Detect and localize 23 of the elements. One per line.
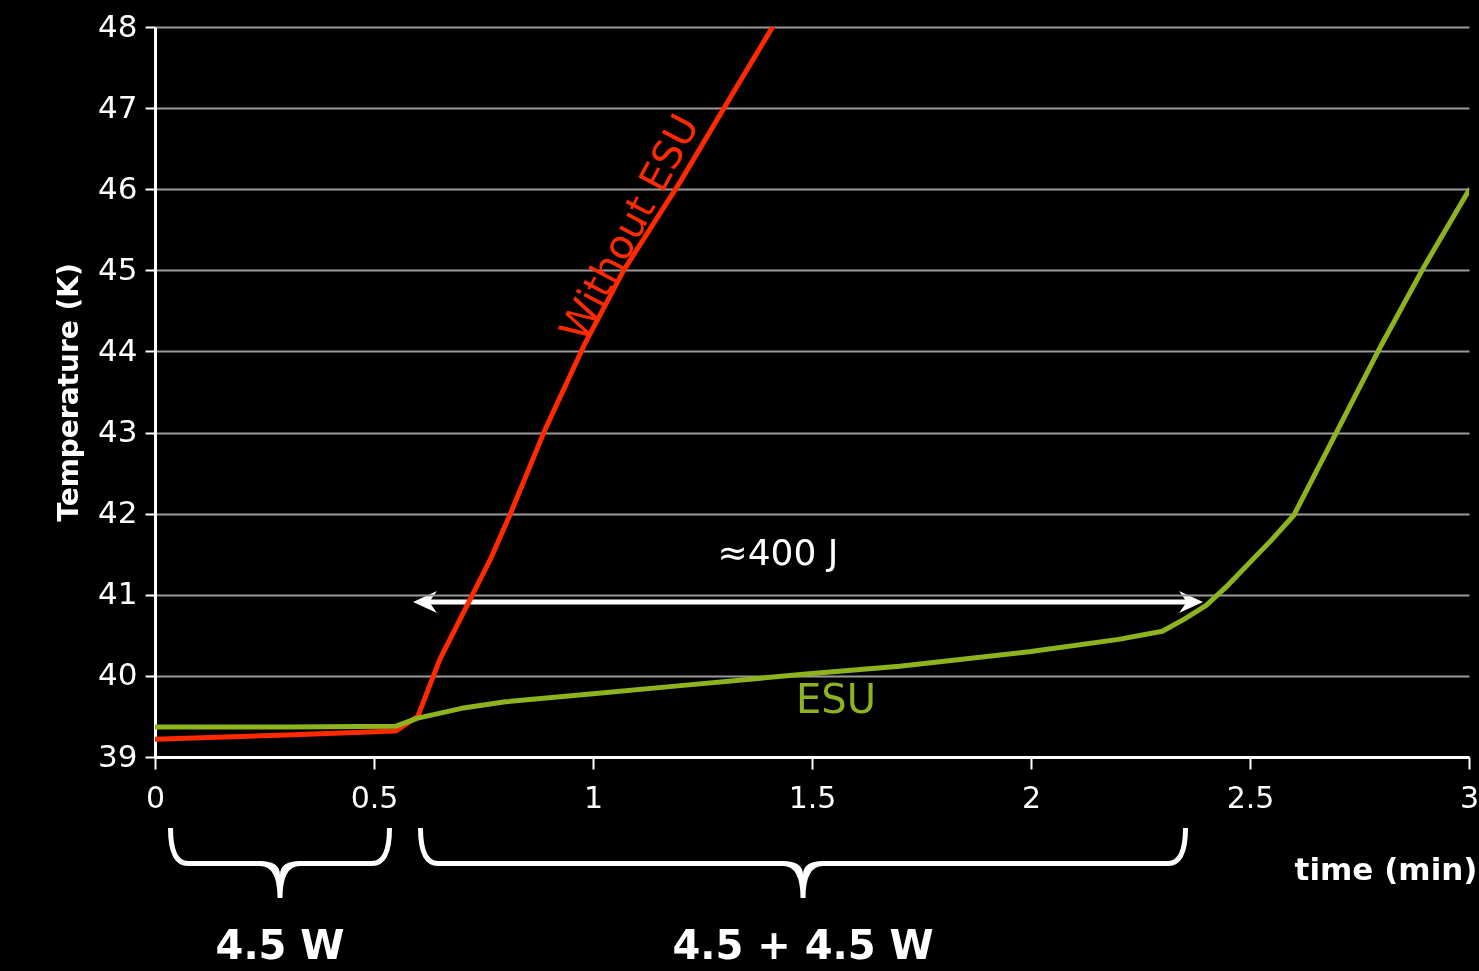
y-tick-label: 48 [98, 7, 138, 44]
y-tick-label: 46 [98, 169, 138, 206]
x-tick-label: 1 [583, 779, 604, 815]
x-tick-label: 2.5 [1226, 779, 1275, 815]
text: 4.5 + 4.5 W [672, 922, 934, 968]
annotation: ≈400 J [717, 532, 839, 573]
y-tick-label: 44 [98, 331, 138, 368]
series-label: ESU [796, 676, 876, 723]
y-tick-label: 47 [98, 88, 138, 125]
x-tick-label: 3 [1459, 779, 1479, 815]
x-axis-title: time (min) [1294, 850, 1478, 887]
x-tick-label: 2 [1021, 779, 1042, 815]
y-tick-label: 43 [98, 413, 138, 450]
y-tick-label: 41 [98, 575, 138, 612]
y-tick-label: 39 [98, 737, 138, 774]
y-tick-label: 45 [98, 250, 138, 287]
x-tick-label: 0 [145, 779, 166, 815]
x-tick-label: 0.5 [350, 779, 399, 815]
y-tick-label: 42 [98, 494, 138, 531]
y-tick-label: 40 [98, 656, 138, 693]
x-tick-label: 1.5 [788, 779, 837, 815]
text: 4.5 W [215, 922, 345, 968]
y-axis-title: Temperature (K) [52, 263, 86, 522]
